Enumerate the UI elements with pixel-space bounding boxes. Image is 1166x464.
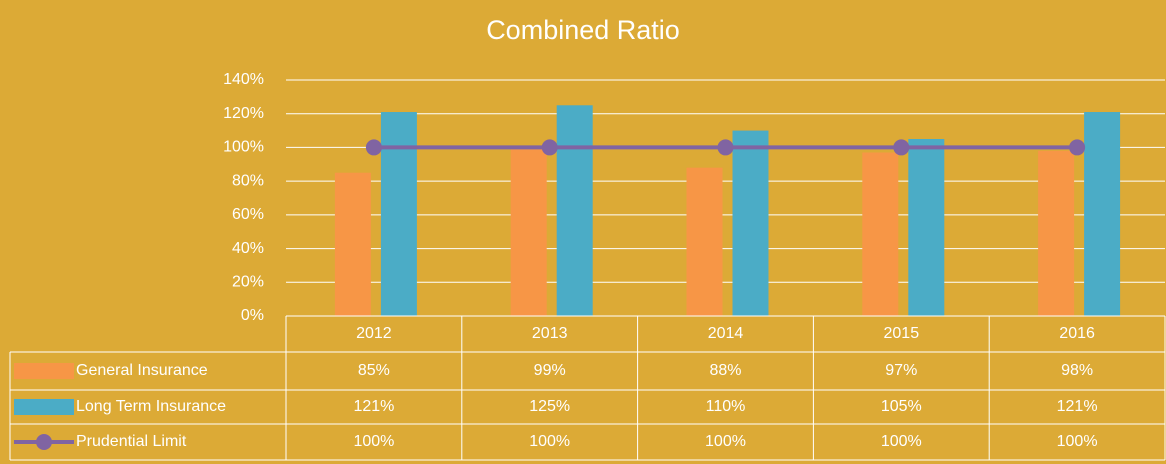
bar bbox=[334, 172, 371, 316]
x-tick-label: 2015 bbox=[884, 325, 920, 342]
table-value: 97% bbox=[885, 362, 917, 379]
line-marker bbox=[1069, 139, 1086, 156]
legend-key bbox=[14, 363, 74, 379]
line-marker bbox=[893, 139, 910, 156]
y-tick-label: 140% bbox=[223, 71, 264, 88]
line-marker bbox=[541, 139, 558, 156]
bar bbox=[556, 105, 593, 317]
table-value: 85% bbox=[358, 362, 390, 379]
y-tick-label: 40% bbox=[232, 240, 264, 257]
legend-label: General Insurance bbox=[76, 362, 208, 379]
table-value: 100% bbox=[705, 433, 746, 450]
bar bbox=[380, 112, 417, 317]
x-tick-label: 2014 bbox=[708, 325, 744, 342]
table-value: 100% bbox=[529, 433, 570, 450]
table-value: 88% bbox=[709, 362, 741, 379]
table-value: 105% bbox=[881, 398, 922, 415]
y-tick-label: 0% bbox=[241, 307, 264, 324]
legend-label: Long Term Insurance bbox=[76, 398, 226, 415]
table-value: 99% bbox=[534, 362, 566, 379]
x-tick-label: 2012 bbox=[356, 325, 392, 342]
x-tick-label: 2016 bbox=[1059, 325, 1095, 342]
table-value: 100% bbox=[353, 433, 394, 450]
bar bbox=[1038, 150, 1075, 316]
y-tick-label: 120% bbox=[223, 105, 264, 122]
line-marker bbox=[717, 139, 734, 156]
bar bbox=[732, 130, 769, 316]
bar bbox=[510, 149, 547, 316]
table-value: 100% bbox=[1057, 433, 1098, 450]
x-tick-label: 2013 bbox=[532, 325, 568, 342]
bar bbox=[862, 152, 899, 316]
y-tick-label: 80% bbox=[232, 172, 264, 189]
legend-key bbox=[14, 399, 74, 415]
y-tick-label: 20% bbox=[232, 274, 264, 291]
bar bbox=[1084, 112, 1121, 317]
line-marker bbox=[365, 139, 382, 156]
table-value: 121% bbox=[1057, 398, 1098, 415]
chart-title: Combined Ratio bbox=[486, 15, 680, 45]
legend-key bbox=[36, 434, 52, 450]
bar bbox=[908, 139, 945, 316]
table-value: 125% bbox=[529, 398, 570, 415]
y-tick-label: 100% bbox=[223, 139, 264, 156]
table-value: 110% bbox=[706, 398, 746, 415]
bar bbox=[686, 167, 723, 316]
y-tick-label: 60% bbox=[232, 206, 264, 223]
table-value: 98% bbox=[1061, 362, 1093, 379]
legend-label: Prudential Limit bbox=[76, 433, 187, 450]
table-value: 121% bbox=[353, 398, 394, 415]
table-value: 100% bbox=[881, 433, 922, 450]
